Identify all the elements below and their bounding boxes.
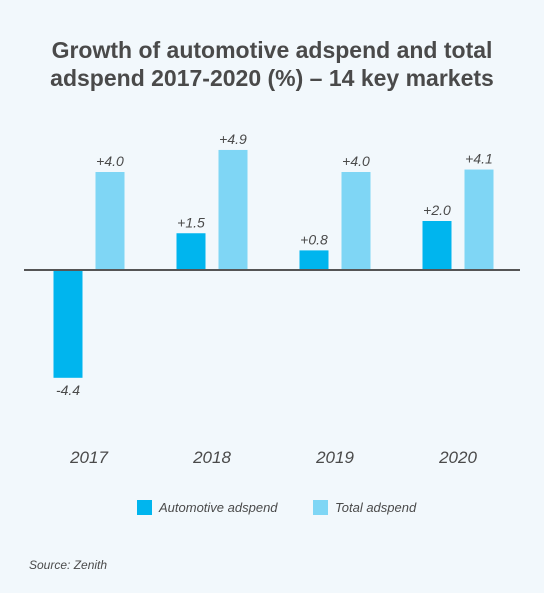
chart-title-line-2: adspend 2017-2020 (%) – 14 key markets	[50, 65, 494, 91]
legend-item-total: Total adspend	[313, 500, 416, 515]
x-tick-label-2018: 2018	[192, 448, 231, 467]
data-label-automotive-2017: -4.4	[56, 382, 80, 398]
legend-swatch-automotive	[137, 500, 152, 515]
bar-total-2019	[341, 172, 371, 270]
data-label-automotive-2019: +0.8	[300, 231, 328, 247]
bar-total-2018	[218, 149, 248, 270]
legend-label-total: Total adspend	[335, 500, 417, 515]
x-tick-label-2017: 2017	[69, 448, 108, 467]
source-note: Source: Zenith	[29, 558, 108, 572]
x-tick-label-2020: 2020	[438, 448, 477, 467]
legend: Automotive adspend Total adspend	[0, 500, 544, 522]
data-label-total-2017: +4.0	[96, 153, 124, 169]
data-label-automotive-2018: +1.5	[177, 214, 205, 230]
data-label-total-2018: +4.9	[219, 131, 247, 147]
bar-total-2020	[464, 169, 494, 270]
legend-swatch-total	[313, 500, 328, 515]
data-label-automotive-2020: +2.0	[423, 202, 451, 218]
bar-automotive-2018	[176, 233, 206, 270]
chart-title-line-1: Growth of automotive adspend and total	[51, 37, 493, 63]
bar-automotive-2017	[53, 270, 83, 378]
data-label-total-2020: +4.1	[465, 151, 493, 167]
bar-automotive-2020	[422, 221, 452, 270]
x-tick-label-2019: 2019	[315, 448, 354, 467]
bar-automotive-2019	[299, 250, 329, 270]
legend-item-automotive: Automotive adspend	[137, 500, 278, 515]
data-label-total-2019: +4.0	[342, 153, 370, 169]
bar-chart: -4.4 +4.0 2017 +1.5 +4.9 2018 +0.8 +4.0 2019 +2.0…	[24, 131, 520, 467]
chart-title: Growth of automotive adspend and total a…	[20, 36, 524, 92]
bar-total-2017	[95, 172, 125, 270]
legend-label-automotive: Automotive adspend	[159, 500, 278, 515]
